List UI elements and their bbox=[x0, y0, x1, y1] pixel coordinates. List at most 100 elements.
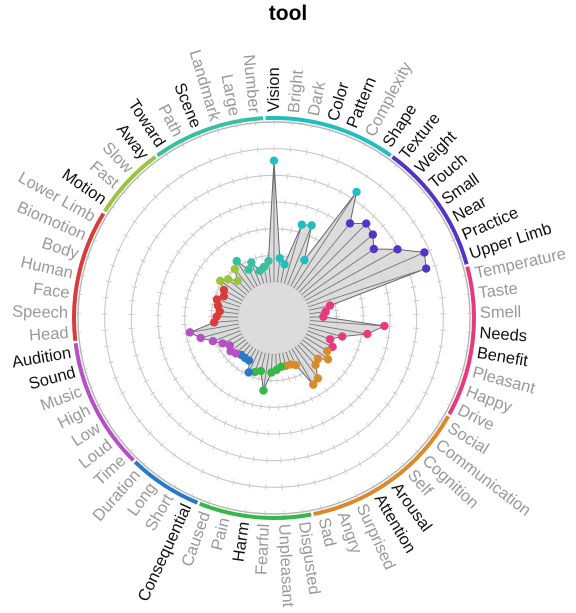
grid-tick bbox=[369, 377, 376, 382]
grid-tick bbox=[235, 122, 238, 129]
grid-tick bbox=[342, 370, 348, 375]
data-spoke-complexity bbox=[290, 259, 305, 287]
grid-tick bbox=[205, 188, 210, 195]
grid-tick bbox=[388, 234, 395, 239]
grid-tick bbox=[135, 272, 142, 276]
data-spoke-near bbox=[305, 248, 398, 301]
grid-tick bbox=[153, 194, 159, 200]
grid-tick bbox=[462, 274, 469, 277]
grid-tick bbox=[324, 387, 329, 393]
data-point-attention bbox=[309, 380, 318, 389]
data-point-lower-limb bbox=[219, 285, 229, 295]
grid-tick bbox=[102, 296, 109, 299]
grid-tick bbox=[333, 309, 340, 312]
grid-tick bbox=[376, 412, 381, 418]
grid-tick bbox=[164, 270, 171, 274]
grid-tick bbox=[186, 461, 191, 467]
grid-tick bbox=[105, 280, 112, 283]
grid-tick bbox=[328, 474, 332, 481]
grid-tick bbox=[256, 429, 259, 436]
data-point-bright bbox=[275, 254, 284, 263]
grid-tick bbox=[302, 399, 306, 406]
grid-tick bbox=[188, 430, 193, 437]
data-spoke-pleasant bbox=[308, 327, 343, 337]
grid-tick bbox=[147, 430, 153, 436]
data-point-high bbox=[218, 339, 227, 348]
grid-tick bbox=[112, 376, 119, 380]
grid-tick bbox=[326, 212, 330, 219]
grid-tick bbox=[189, 280, 196, 284]
grid-tick bbox=[336, 376, 342, 382]
grid-tick bbox=[336, 158, 340, 165]
grid-tick bbox=[243, 259, 247, 266]
grid-tick bbox=[356, 394, 362, 400]
data-point-audition bbox=[185, 328, 195, 337]
grid-tick bbox=[231, 178, 235, 185]
grid-tick bbox=[394, 162, 399, 168]
grid-tick bbox=[198, 133, 202, 140]
grid-tick bbox=[421, 189, 427, 194]
data-spoke-toward bbox=[236, 260, 255, 289]
grid-tick bbox=[260, 253, 263, 260]
grid-tick bbox=[99, 220, 106, 225]
grid-tick bbox=[167, 367, 173, 372]
grid-tick bbox=[290, 227, 293, 234]
grid-tick bbox=[218, 349, 224, 353]
grid-tick bbox=[209, 251, 214, 257]
grid-tick bbox=[223, 420, 227, 427]
grid-tick bbox=[257, 375, 261, 382]
data-point-complexity bbox=[300, 255, 309, 265]
data-layer bbox=[185, 156, 431, 395]
data-point-low bbox=[225, 341, 235, 350]
grid-tick bbox=[213, 415, 218, 421]
grid-tick bbox=[245, 427, 248, 434]
grid-tick bbox=[131, 286, 138, 289]
grid-tick bbox=[401, 462, 407, 468]
axis-label-head: Head bbox=[29, 324, 70, 345]
grid-tick bbox=[363, 386, 369, 391]
grid-tick bbox=[359, 306, 366, 308]
data-point-smell bbox=[319, 312, 328, 322]
grid-tick bbox=[285, 253, 288, 260]
grid-tick bbox=[234, 396, 238, 402]
grid-tick bbox=[115, 434, 121, 440]
grid-tick bbox=[159, 347, 166, 350]
grid-tick bbox=[158, 402, 164, 407]
grid-tick bbox=[292, 119, 294, 126]
grid-tick bbox=[179, 173, 184, 180]
grid-tick bbox=[305, 148, 308, 155]
grid-tick bbox=[254, 119, 256, 126]
grid-tick bbox=[190, 232, 196, 238]
data-spoke-harm bbox=[262, 353, 270, 391]
grid-tick bbox=[121, 189, 127, 194]
grid-tick bbox=[287, 375, 291, 382]
data-spoke-drive bbox=[306, 333, 333, 348]
grid-tick bbox=[191, 355, 197, 360]
data-point-touch bbox=[368, 230, 378, 239]
grid-tick bbox=[316, 207, 320, 214]
data-point-communication bbox=[323, 355, 333, 364]
grid-tick bbox=[343, 468, 347, 475]
grid-tick bbox=[177, 422, 182, 428]
grid-tick bbox=[216, 127, 220, 134]
axis-label-taste: Taste bbox=[477, 279, 518, 302]
data-point-temperature bbox=[325, 301, 335, 310]
grid-tick bbox=[286, 403, 288, 410]
domain-arc-vision bbox=[265, 116, 392, 158]
domain-arc-spatial bbox=[156, 116, 264, 158]
grid-tick bbox=[313, 236, 318, 242]
grid-tick bbox=[295, 201, 298, 208]
grid-tick bbox=[287, 172, 289, 180]
data-spoke-music bbox=[212, 330, 241, 342]
grid-tick bbox=[218, 182, 222, 189]
data-point-fearful bbox=[267, 368, 276, 377]
grid-tick bbox=[193, 195, 198, 202]
grid-tick bbox=[350, 165, 355, 171]
grid-tick bbox=[131, 219, 138, 224]
grid-tick bbox=[319, 449, 323, 456]
data-spoke-motion bbox=[219, 280, 245, 298]
grid-tick bbox=[377, 183, 383, 189]
grid-tick bbox=[142, 206, 148, 212]
grid-tick bbox=[128, 449, 133, 454]
data-point-number bbox=[264, 256, 273, 266]
